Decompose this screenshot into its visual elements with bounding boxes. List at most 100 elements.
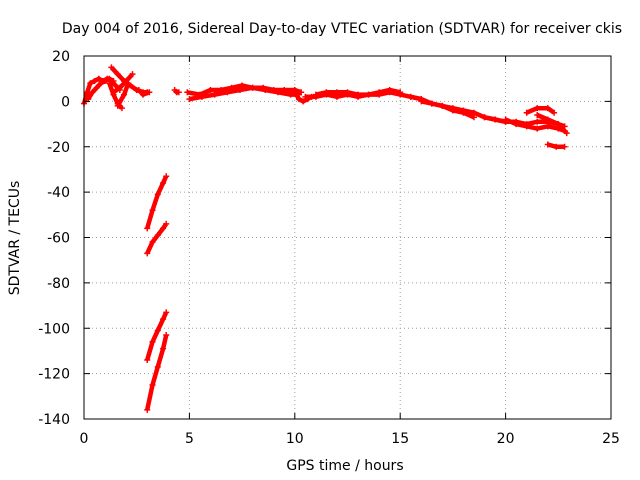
x-axis-label: GPS time / hours: [286, 458, 403, 474]
data-point: [544, 141, 551, 148]
data-point: [460, 109, 467, 116]
series-line: [525, 105, 556, 115]
data-point: [154, 363, 161, 370]
data-point: [333, 89, 340, 96]
data-point: [91, 77, 98, 84]
data-point: [140, 91, 147, 98]
data-point: [262, 87, 269, 94]
data-point: [163, 332, 170, 339]
data-point: [365, 91, 372, 98]
data-point: [407, 93, 414, 100]
data-point: [163, 173, 170, 180]
x-tick-label: 10: [286, 431, 304, 447]
data-point: [160, 180, 167, 187]
y-tick-label: -120: [38, 367, 70, 383]
data-point: [149, 338, 156, 345]
data-point: [291, 89, 298, 96]
data-point: [534, 111, 541, 118]
data-point: [102, 77, 109, 84]
data-point: [544, 105, 551, 112]
data-point: [89, 89, 96, 96]
data-point: [551, 109, 558, 116]
data-point: [523, 109, 530, 116]
data-point: [84, 89, 91, 96]
data-point: [186, 96, 193, 103]
data-point: [149, 381, 156, 388]
data-point: [125, 80, 132, 87]
data-traces: [81, 64, 570, 413]
y-tick-label: -80: [47, 276, 70, 292]
data-point: [160, 225, 167, 232]
data-point: [114, 71, 121, 78]
data-point: [207, 87, 214, 94]
data-point: [386, 87, 393, 94]
x-tick-label: 25: [602, 431, 620, 447]
data-point: [418, 96, 425, 103]
data-point: [146, 89, 153, 96]
data-point: [449, 107, 456, 114]
data-point: [561, 143, 568, 150]
x-tick-label: 20: [497, 431, 515, 447]
data-point: [163, 309, 170, 316]
data-point: [93, 84, 100, 91]
data-point: [97, 80, 104, 87]
data-point: [481, 114, 488, 121]
data-point: [116, 84, 123, 91]
data-point: [439, 102, 446, 109]
data-point: [211, 91, 218, 98]
x-tick-label: 15: [391, 431, 409, 447]
data-point: [154, 191, 161, 198]
data-point: [274, 89, 281, 96]
x-tick-label: 5: [185, 431, 194, 447]
data-point: [154, 232, 161, 239]
data-point: [296, 96, 303, 103]
y-tick-label: -40: [47, 185, 70, 201]
data-point: [110, 91, 117, 98]
data-point: [534, 105, 541, 112]
data-point: [160, 316, 167, 323]
data-point: [470, 114, 477, 121]
data-point: [184, 89, 191, 96]
data-point: [144, 225, 151, 232]
data-point: [534, 118, 541, 125]
data-point: [154, 327, 161, 334]
data-point: [323, 89, 330, 96]
data-point: [300, 98, 307, 105]
y-tick-label: -140: [38, 412, 70, 428]
data-point: [129, 71, 136, 78]
chart-title: Day 004 of 2016, Sidereal Day-to-day VTE…: [62, 21, 622, 37]
data-point: [302, 93, 309, 100]
data-point: [355, 91, 362, 98]
data-point: [428, 100, 435, 107]
data-point: [249, 84, 256, 91]
data-point: [95, 75, 102, 82]
grid-lines: [84, 56, 611, 419]
data-point: [344, 89, 351, 96]
data-point: [106, 80, 113, 87]
data-point: [236, 87, 243, 94]
data-point: [108, 64, 115, 71]
data-point: [376, 89, 383, 96]
data-point: [149, 239, 156, 246]
data-point: [144, 250, 151, 257]
data-point: [534, 125, 541, 132]
y-tick-label: -20: [47, 140, 70, 156]
series-line: [188, 85, 299, 102]
data-point: [544, 123, 551, 130]
data-point: [287, 91, 294, 98]
data-point: [87, 80, 94, 87]
y-tick-label: 0: [61, 94, 70, 110]
y-tick-label: 20: [52, 49, 70, 65]
data-point: [121, 91, 128, 98]
data-point: [312, 91, 319, 98]
y-tick-label: -100: [38, 321, 70, 337]
data-point: [144, 357, 151, 364]
axis-ticks: 0 5 10 15 20 25 20 0 -20 -40 -60 -80 -100 -120 -140: [38, 49, 620, 447]
data-point: [118, 105, 125, 112]
data-point: [502, 116, 509, 123]
series-line: [536, 112, 569, 135]
data-point: [199, 93, 206, 100]
data-point: [144, 406, 151, 413]
data-point: [555, 121, 562, 128]
data-point: [523, 123, 530, 130]
